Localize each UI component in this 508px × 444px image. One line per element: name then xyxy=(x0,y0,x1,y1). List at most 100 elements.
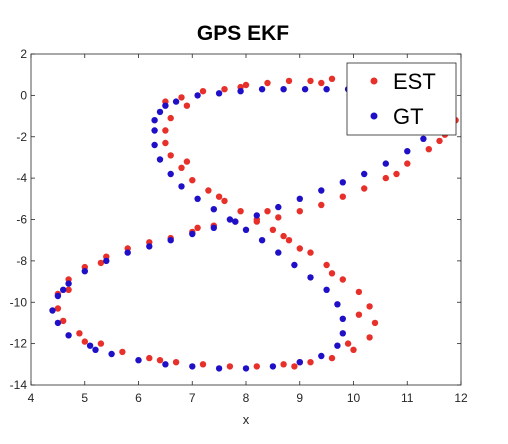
point-est xyxy=(242,81,250,89)
point-gt xyxy=(318,352,325,360)
point-est xyxy=(172,359,180,366)
y-tick-label: -6 xyxy=(16,213,27,227)
point-gt xyxy=(103,257,110,265)
point-est xyxy=(237,208,244,215)
axis-ticks: 4 5 6 7 8 9 10 11 12 -14 -12 -10 -8 -6 -4 -2 0 2 xyxy=(10,47,468,405)
point-gt xyxy=(92,346,99,353)
x-tick-label: 6 xyxy=(135,391,142,405)
point-gt xyxy=(253,212,260,219)
point-gt xyxy=(215,90,223,97)
point-est xyxy=(178,94,185,101)
point-est xyxy=(285,237,293,244)
point-est xyxy=(269,226,277,233)
point-est xyxy=(156,357,164,364)
point-est xyxy=(167,152,174,159)
point-est xyxy=(162,127,169,134)
y-tick-label: -12 xyxy=(10,337,28,351)
x-tick-label: 7 xyxy=(189,391,196,405)
point-gt xyxy=(296,195,303,202)
point-gt xyxy=(60,286,67,293)
y-tick-label: -4 xyxy=(16,171,27,185)
y-tick-label: 2 xyxy=(20,47,27,61)
point-gt xyxy=(49,307,56,314)
point-est xyxy=(194,224,201,231)
legend-marker-gt xyxy=(370,112,378,120)
point-gt xyxy=(323,286,330,293)
point-est xyxy=(76,330,83,337)
point-gt xyxy=(334,342,341,349)
point-gt xyxy=(296,359,303,366)
point-est xyxy=(81,338,89,345)
point-est xyxy=(307,249,314,256)
y-tick-label: -10 xyxy=(10,295,28,309)
point-gt xyxy=(210,224,217,231)
point-est xyxy=(318,201,325,209)
point-est xyxy=(355,311,363,318)
point-gt xyxy=(275,249,282,256)
point-est xyxy=(183,158,191,165)
point-est xyxy=(291,363,298,370)
point-est xyxy=(339,276,346,283)
point-est xyxy=(393,170,400,178)
point-est xyxy=(328,354,336,362)
point-gt xyxy=(382,160,389,167)
point-est xyxy=(280,361,287,368)
point-gt xyxy=(135,357,142,364)
point-est xyxy=(167,114,174,122)
point-gt xyxy=(301,86,309,93)
point-gt xyxy=(81,268,89,275)
point-gt xyxy=(307,274,314,281)
point-gt xyxy=(275,203,282,211)
point-est xyxy=(371,319,379,327)
point-est xyxy=(296,208,303,215)
point-gt xyxy=(339,179,346,186)
x-tick-label: 4 xyxy=(28,391,35,405)
point-est xyxy=(199,88,207,95)
point-est xyxy=(275,214,282,221)
point-est xyxy=(183,102,191,109)
point-est xyxy=(361,185,368,192)
point-gt xyxy=(291,261,298,269)
point-gt xyxy=(323,86,330,93)
point-est xyxy=(189,177,196,184)
point-gt xyxy=(194,92,201,99)
point-est xyxy=(253,218,260,225)
point-est xyxy=(253,363,260,370)
point-est xyxy=(425,146,432,153)
point-gt xyxy=(172,98,180,105)
point-est xyxy=(296,245,303,252)
legend: EST GT xyxy=(346,62,457,136)
point-gt xyxy=(404,148,411,155)
point-est xyxy=(366,334,373,341)
point-est xyxy=(97,340,105,347)
point-gt xyxy=(162,102,169,109)
point-gt xyxy=(258,86,266,93)
point-gt xyxy=(194,195,201,202)
x-tick-label: 12 xyxy=(454,391,468,405)
y-tick-label: -8 xyxy=(16,254,27,268)
point-est xyxy=(199,361,207,368)
point-gt xyxy=(318,187,325,194)
point-est xyxy=(350,346,357,353)
point-gt xyxy=(339,330,346,337)
point-est xyxy=(65,286,72,293)
point-gt xyxy=(86,342,94,349)
point-gt xyxy=(189,363,196,370)
y-tick-label: -2 xyxy=(16,130,27,144)
point-est xyxy=(215,193,223,200)
point-est xyxy=(280,232,287,240)
point-gt xyxy=(151,127,158,134)
point-gt xyxy=(54,292,62,300)
x-tick-label: 11 xyxy=(401,391,414,405)
legend-label-est: EST xyxy=(393,69,436,94)
point-est xyxy=(162,139,169,147)
x-tick-label: 10 xyxy=(347,391,361,405)
point-gt xyxy=(269,363,277,370)
y-tick-label: -14 xyxy=(10,378,28,392)
point-gt xyxy=(156,156,164,163)
x-tick-label: 8 xyxy=(243,391,250,405)
point-gt xyxy=(156,108,164,116)
point-est xyxy=(221,86,228,93)
legend-label-gt: GT xyxy=(393,104,424,129)
